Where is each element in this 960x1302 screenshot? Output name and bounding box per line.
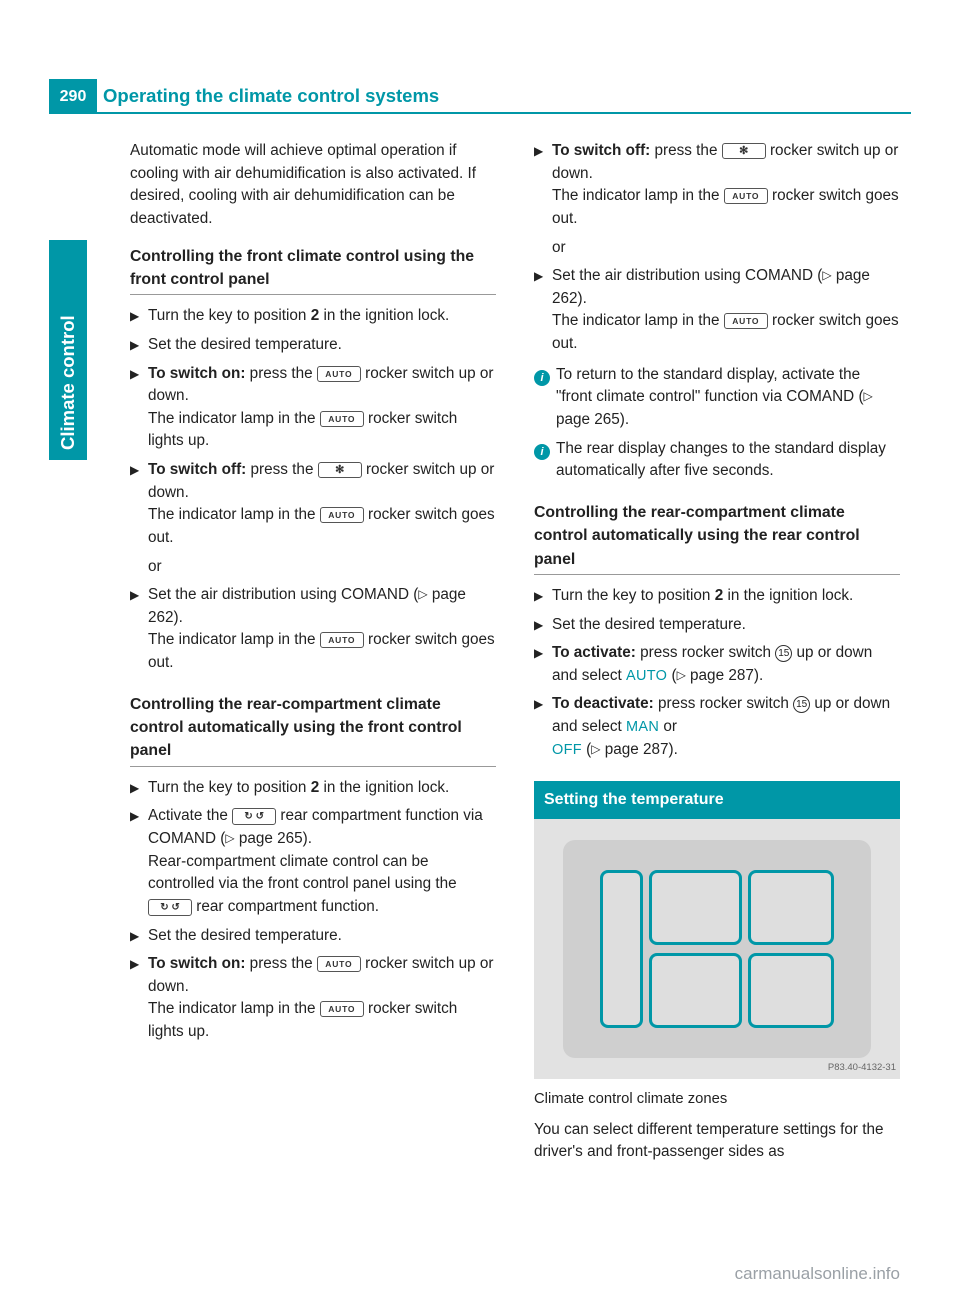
triangle-bullet-icon: ▶ — [534, 614, 552, 636]
auto-button-icon: AUTO — [724, 313, 768, 329]
fan-button-icon — [722, 143, 766, 159]
climate-zone — [748, 870, 834, 944]
rear-compartment-icon — [232, 808, 276, 825]
footer-watermark: carmanualsonline.info — [0, 1264, 960, 1284]
reference-arrow-icon: ▷ — [864, 389, 873, 403]
info-text: The rear display changes to the standard… — [556, 438, 900, 483]
auto-button-icon: AUTO — [317, 956, 361, 972]
triangle-bullet-icon: ▶ — [130, 953, 148, 975]
climate-zone — [649, 953, 741, 1027]
list-item: ▶ Set the air distribution using COMAND … — [534, 265, 900, 356]
climate-zone — [748, 953, 834, 1027]
list-text: To switch on: press the AUTO rocker swit… — [148, 953, 496, 1044]
vehicle-outline — [563, 840, 870, 1058]
list-item: ▶ To switch on: press the AUTO rocker sw… — [130, 953, 496, 1044]
list-item: ▶ To switch off: press the rocker switch… — [130, 459, 496, 550]
figure-tag: P83.40-4132-31 — [828, 1061, 896, 1075]
triangle-bullet-icon: ▶ — [534, 140, 552, 162]
triangle-bullet-icon: ▶ — [130, 805, 148, 827]
reference-arrow-icon: ▷ — [677, 668, 686, 682]
triangle-bullet-icon: ▶ — [130, 584, 148, 606]
header-title: Operating the climate control systems — [103, 85, 439, 107]
climate-zone — [600, 870, 643, 1027]
left-subhead-2: Controlling the rear-compartment climate… — [130, 693, 496, 767]
info-icon: i — [534, 438, 556, 460]
list-text: Turn the key to position 2 in the igniti… — [148, 305, 496, 328]
list-text: Set the desired temperature. — [148, 334, 496, 357]
topic-heading: Setting the temperature — [534, 781, 900, 819]
list-text: Turn the key to position 2 in the igniti… — [148, 777, 496, 800]
list-item: ▶ Turn the key to position 2 in the igni… — [534, 585, 900, 608]
or-text: or — [552, 237, 900, 260]
triangle-bullet-icon: ▶ — [130, 925, 148, 947]
auto-button-icon: AUTO — [320, 411, 364, 427]
right-subhead-1: Controlling the rear-compartment climate… — [534, 501, 900, 575]
triangle-bullet-icon: ▶ — [130, 305, 148, 327]
auto-button-icon: AUTO — [320, 1001, 364, 1017]
triangle-bullet-icon: ▶ — [130, 459, 148, 481]
triangle-bullet-icon: ▶ — [130, 777, 148, 799]
list-item: ▶ To deactivate: press rocker switch 15 … — [534, 693, 900, 761]
intro-paragraph: Automatic mode will achieve optimal oper… — [130, 140, 496, 231]
list-item: ▶ Turn the key to position 2 in the igni… — [130, 777, 496, 800]
triangle-bullet-icon: ▶ — [534, 265, 552, 287]
right-column: ▶ To switch off: press the rocker switch… — [534, 140, 900, 1164]
list-item: ▶ To switch off: press the rocker switch… — [534, 140, 900, 231]
list-text: Activate the rear compartment function v… — [148, 805, 496, 918]
list-item: ▶ To switch on: press the AUTO rocker sw… — [130, 363, 496, 454]
side-tab-label: Climate control — [49, 240, 87, 460]
figure-caption: Climate control climate zones — [534, 1089, 900, 1111]
left-subhead-1: Controlling the front climate control us… — [130, 245, 496, 296]
reference-arrow-icon: ▷ — [822, 268, 831, 282]
reference-arrow-icon: ▷ — [418, 587, 427, 601]
list-text: Set the desired temperature. — [552, 614, 900, 637]
or-separator: or — [534, 237, 900, 260]
auto-button-icon: AUTO — [320, 507, 364, 523]
page-header: Operating the climate control systems — [97, 79, 911, 114]
auto-button-icon: AUTO — [724, 188, 768, 204]
rear-compartment-icon — [148, 899, 192, 916]
list-text: Turn the key to position 2 in the igniti… — [552, 585, 900, 608]
list-text: Set the desired temperature. — [148, 925, 496, 948]
fan-button-icon — [318, 462, 362, 478]
content-columns: Automatic mode will achieve optimal oper… — [130, 140, 900, 1164]
triangle-bullet-icon: ▶ — [534, 642, 552, 664]
list-text: To deactivate: press rocker switch 15 up… — [552, 693, 900, 761]
reference-arrow-icon: ▷ — [591, 742, 600, 756]
or-text: or — [148, 556, 496, 579]
auto-button-icon: AUTO — [317, 366, 361, 382]
info-item: i The rear display changes to the standa… — [534, 438, 900, 483]
list-text: To activate: press rocker switch 15 up o… — [552, 642, 900, 687]
triangle-bullet-icon: ▶ — [534, 585, 552, 607]
circled-number-icon: 15 — [775, 645, 792, 662]
auto-button-icon: AUTO — [320, 632, 364, 648]
triangle-bullet-icon: ▶ — [130, 334, 148, 356]
list-text: To switch on: press the AUTO rocker swit… — [148, 363, 496, 454]
or-separator: or — [130, 556, 496, 579]
climate-zones-figure: P83.40-4132-31 — [534, 819, 900, 1079]
list-item: ▶ Set the desired temperature. — [534, 614, 900, 637]
list-text: To switch off: press the rocker switch u… — [552, 140, 900, 231]
body-paragraph: You can select different temperature set… — [534, 1119, 900, 1164]
circled-number-icon: 15 — [793, 696, 810, 713]
list-item: ▶ To activate: press rocker switch 15 up… — [534, 642, 900, 687]
left-column: Automatic mode will achieve optimal oper… — [130, 140, 496, 1164]
info-item: i To return to the standard display, act… — [534, 364, 900, 432]
info-icon: i — [534, 364, 556, 386]
list-text: To switch off: press the rocker switch u… — [148, 459, 496, 550]
info-text: To return to the standard display, activ… — [556, 364, 900, 432]
list-text: Set the air distribution using COMAND (▷… — [552, 265, 900, 356]
climate-zone — [649, 870, 741, 944]
triangle-bullet-icon: ▶ — [130, 363, 148, 385]
list-item: ▶ Turn the key to position 2 in the igni… — [130, 305, 496, 328]
list-item: ▶ Set the desired temperature. — [130, 334, 496, 357]
list-text: Set the air distribution using COMAND (▷… — [148, 584, 496, 675]
triangle-bullet-icon: ▶ — [534, 693, 552, 715]
reference-arrow-icon: ▷ — [225, 831, 234, 845]
list-item: ▶ Set the desired temperature. — [130, 925, 496, 948]
list-item: ▶ Set the air distribution using COMAND … — [130, 584, 496, 675]
list-item: ▶ Activate the rear compartment function… — [130, 805, 496, 918]
page-number: 290 — [49, 79, 97, 114]
